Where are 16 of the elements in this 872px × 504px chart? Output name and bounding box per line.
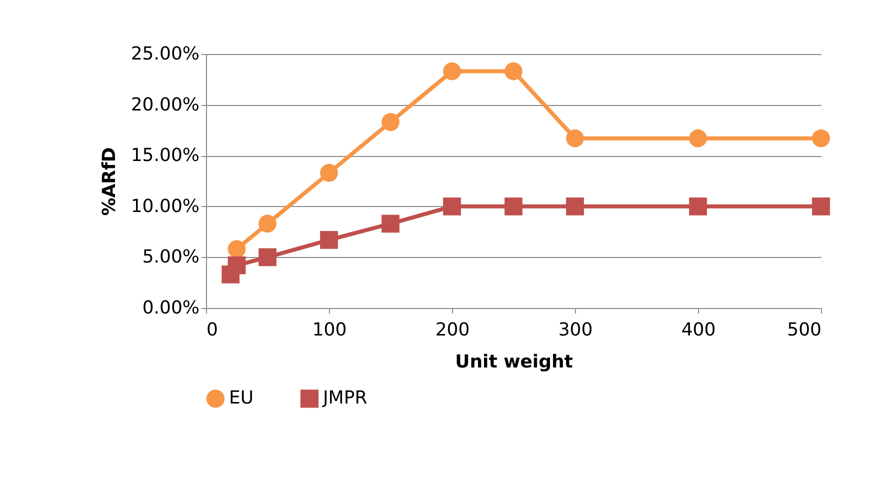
- y-tick-label: 0.00%: [142, 298, 200, 318]
- x-tick-label: 200: [435, 320, 470, 340]
- x-tick-label: 100: [312, 320, 347, 340]
- x-tick-label: 300: [558, 320, 593, 340]
- x-tick-label: 500: [787, 320, 822, 340]
- x-tick-label: 0: [206, 320, 218, 340]
- y-tick-label: 5.00%: [142, 246, 200, 268]
- y-tick-label: 25.00%: [130, 44, 200, 64]
- y-tick-label: 15.00%: [130, 145, 200, 166]
- y-axis-title: %ARfD: [98, 147, 120, 216]
- x-tick-label: 400: [681, 320, 716, 340]
- x-axis-title: Unit weight: [455, 352, 574, 372]
- legend-label: EU: [229, 388, 254, 409]
- y-tick-label: 10.00%: [130, 196, 200, 217]
- y-tick-label: 20.00%: [130, 94, 200, 116]
- legend-label: JMPR: [322, 388, 368, 409]
